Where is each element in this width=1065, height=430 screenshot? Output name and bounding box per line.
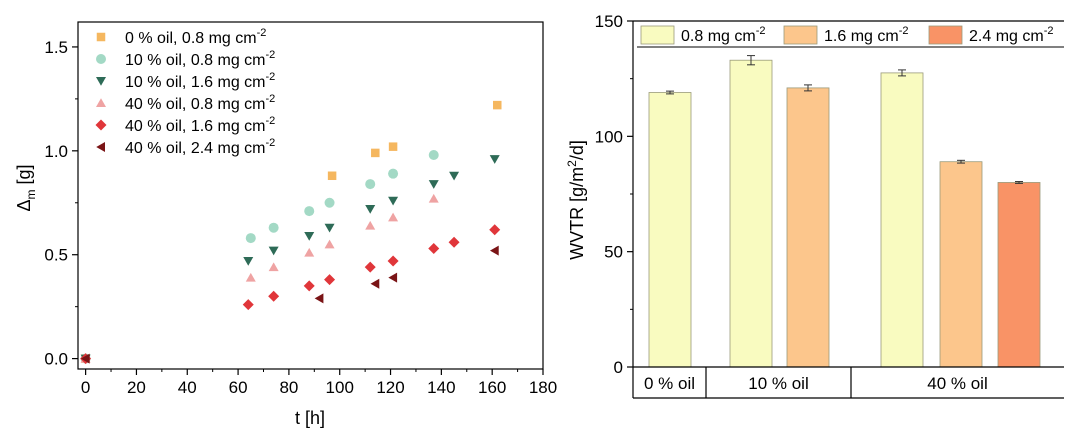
x-tick-label: 20 <box>127 378 146 397</box>
data-point <box>388 272 398 283</box>
y-tick-label: 50 <box>604 243 623 262</box>
x-tick-label: 160 <box>478 378 506 397</box>
data-point <box>365 220 376 230</box>
data-point <box>449 171 460 181</box>
data-point <box>388 168 399 179</box>
data-point <box>388 142 398 151</box>
data-point <box>489 224 501 236</box>
legend-label: 0.8 mg cm-2 <box>681 25 765 45</box>
data-point <box>365 179 376 190</box>
y-tick-label: 150 <box>595 12 623 31</box>
scatter-axes: 0 20 40 60 80 100 120 140 160 180 0.0 0.5 1.0 1.5 <box>44 21 557 397</box>
data-point <box>268 290 280 302</box>
bar-marks <box>648 55 1041 368</box>
data-point <box>364 261 376 273</box>
data-point <box>448 236 460 248</box>
group-label: 40 % oil <box>927 374 987 393</box>
data-point <box>304 247 315 257</box>
legend-label: 1.6 mg cm-2 <box>824 25 908 45</box>
bar <box>997 182 1041 368</box>
data-point <box>304 206 315 217</box>
bar-legend: 0.8 mg cm-2 1.6 mg cm-2 2.4 mg cm-2 <box>637 25 1064 48</box>
legend-swatch <box>783 25 818 45</box>
legend-marker <box>96 142 105 152</box>
legend-label: 2.4 mg cm-2 <box>969 25 1053 45</box>
bar-axes: 0 50 100 150 0 % oil 10 % oil 40 % oil <box>595 12 1064 399</box>
plot-frame <box>77 21 544 370</box>
data-point <box>303 280 315 292</box>
group-label: 10 % oil <box>748 374 808 393</box>
y-tick-label: 0 <box>614 358 623 377</box>
data-point <box>493 100 502 110</box>
scatter-chart: 0 20 40 60 80 100 120 140 160 180 0.0 0.5 1.0 1.5 0 %… <box>14 21 557 428</box>
scatter-legend: 0 % oil, 0.8 mg cm-210 % oil, 0.8 mg cm-… <box>95 27 275 157</box>
data-point <box>245 272 256 282</box>
scatter-marks <box>80 100 502 365</box>
data-point <box>428 180 439 189</box>
legend-label: 40 % oil, 0.8 mg cm-2 <box>125 93 275 113</box>
y-tick-label: 1.5 <box>44 38 68 57</box>
data-point <box>324 239 335 249</box>
x-tick-label: 180 <box>529 378 557 397</box>
data-point <box>324 274 336 286</box>
legend-label: 0 % oil, 0.8 mg cm-2 <box>125 27 266 47</box>
legend-swatch <box>640 25 675 45</box>
legend-label: 40 % oil, 1.6 mg cm-2 <box>125 115 275 135</box>
x-tick-label: 40 <box>178 378 197 397</box>
bar <box>729 59 773 368</box>
data-point <box>245 233 256 244</box>
data-point <box>489 245 499 256</box>
y-tick-label: 100 <box>595 127 623 146</box>
legend-label: 10 % oil, 0.8 mg cm-2 <box>125 49 275 69</box>
legend-label: 10 % oil, 1.6 mg cm-2 <box>125 71 275 91</box>
data-point <box>327 171 337 181</box>
data-point <box>365 205 376 214</box>
y-axis-label: WVTR [g/m2/d] <box>565 140 587 260</box>
data-point <box>428 149 439 160</box>
data-point <box>243 256 254 266</box>
bar <box>648 92 692 368</box>
legend-marker <box>95 119 107 131</box>
x-tick-label: 100 <box>326 378 354 397</box>
data-point <box>304 232 315 241</box>
data-point <box>428 242 440 254</box>
legend-marker <box>96 77 106 86</box>
y-tick-label: 1.0 <box>44 142 68 161</box>
legend-marker <box>96 54 106 64</box>
bar <box>939 161 983 368</box>
data-point <box>388 212 399 222</box>
data-point <box>268 246 279 256</box>
data-point <box>324 197 335 208</box>
group-label: 0 % oil <box>644 374 695 393</box>
x-tick-label: 60 <box>229 378 248 397</box>
bar <box>880 72 924 368</box>
x-axis-label: t [h] <box>295 408 325 428</box>
data-point <box>268 222 279 233</box>
data-point <box>370 278 380 289</box>
data-point <box>371 148 380 158</box>
x-tick-label: 0 <box>81 378 90 397</box>
data-point <box>489 155 500 164</box>
data-point <box>242 299 254 311</box>
y-tick-label: 0.0 <box>44 350 68 369</box>
legend-swatch <box>928 25 963 45</box>
legend-marker <box>96 32 106 42</box>
data-point <box>428 193 439 203</box>
data-point <box>324 223 335 233</box>
data-point <box>387 255 399 267</box>
y-tick-label: 0.5 <box>44 246 68 265</box>
legend-marker <box>96 98 106 107</box>
x-tick-label: 80 <box>279 378 298 397</box>
x-tick-label: 140 <box>427 378 455 397</box>
legend-label: 40 % oil, 2.4 mg cm-2 <box>125 137 275 157</box>
data-point <box>388 196 399 206</box>
x-tick-label: 120 <box>376 378 404 397</box>
data-point <box>314 293 324 304</box>
y-axis-label: Δm [g] <box>14 164 38 211</box>
bar <box>786 87 830 368</box>
data-point <box>80 353 90 364</box>
data-point <box>268 262 279 272</box>
